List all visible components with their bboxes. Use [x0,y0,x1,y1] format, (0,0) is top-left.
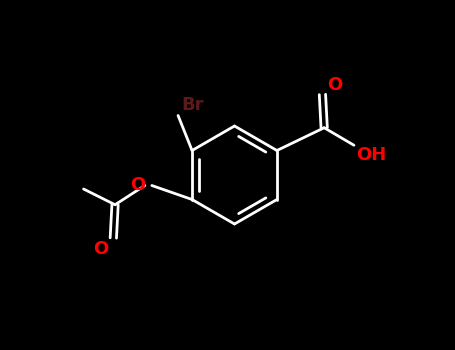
Text: O: O [327,76,342,94]
Text: O: O [93,240,108,258]
Text: O: O [130,176,146,195]
Text: OH: OH [356,146,386,164]
Text: Br: Br [182,96,204,114]
